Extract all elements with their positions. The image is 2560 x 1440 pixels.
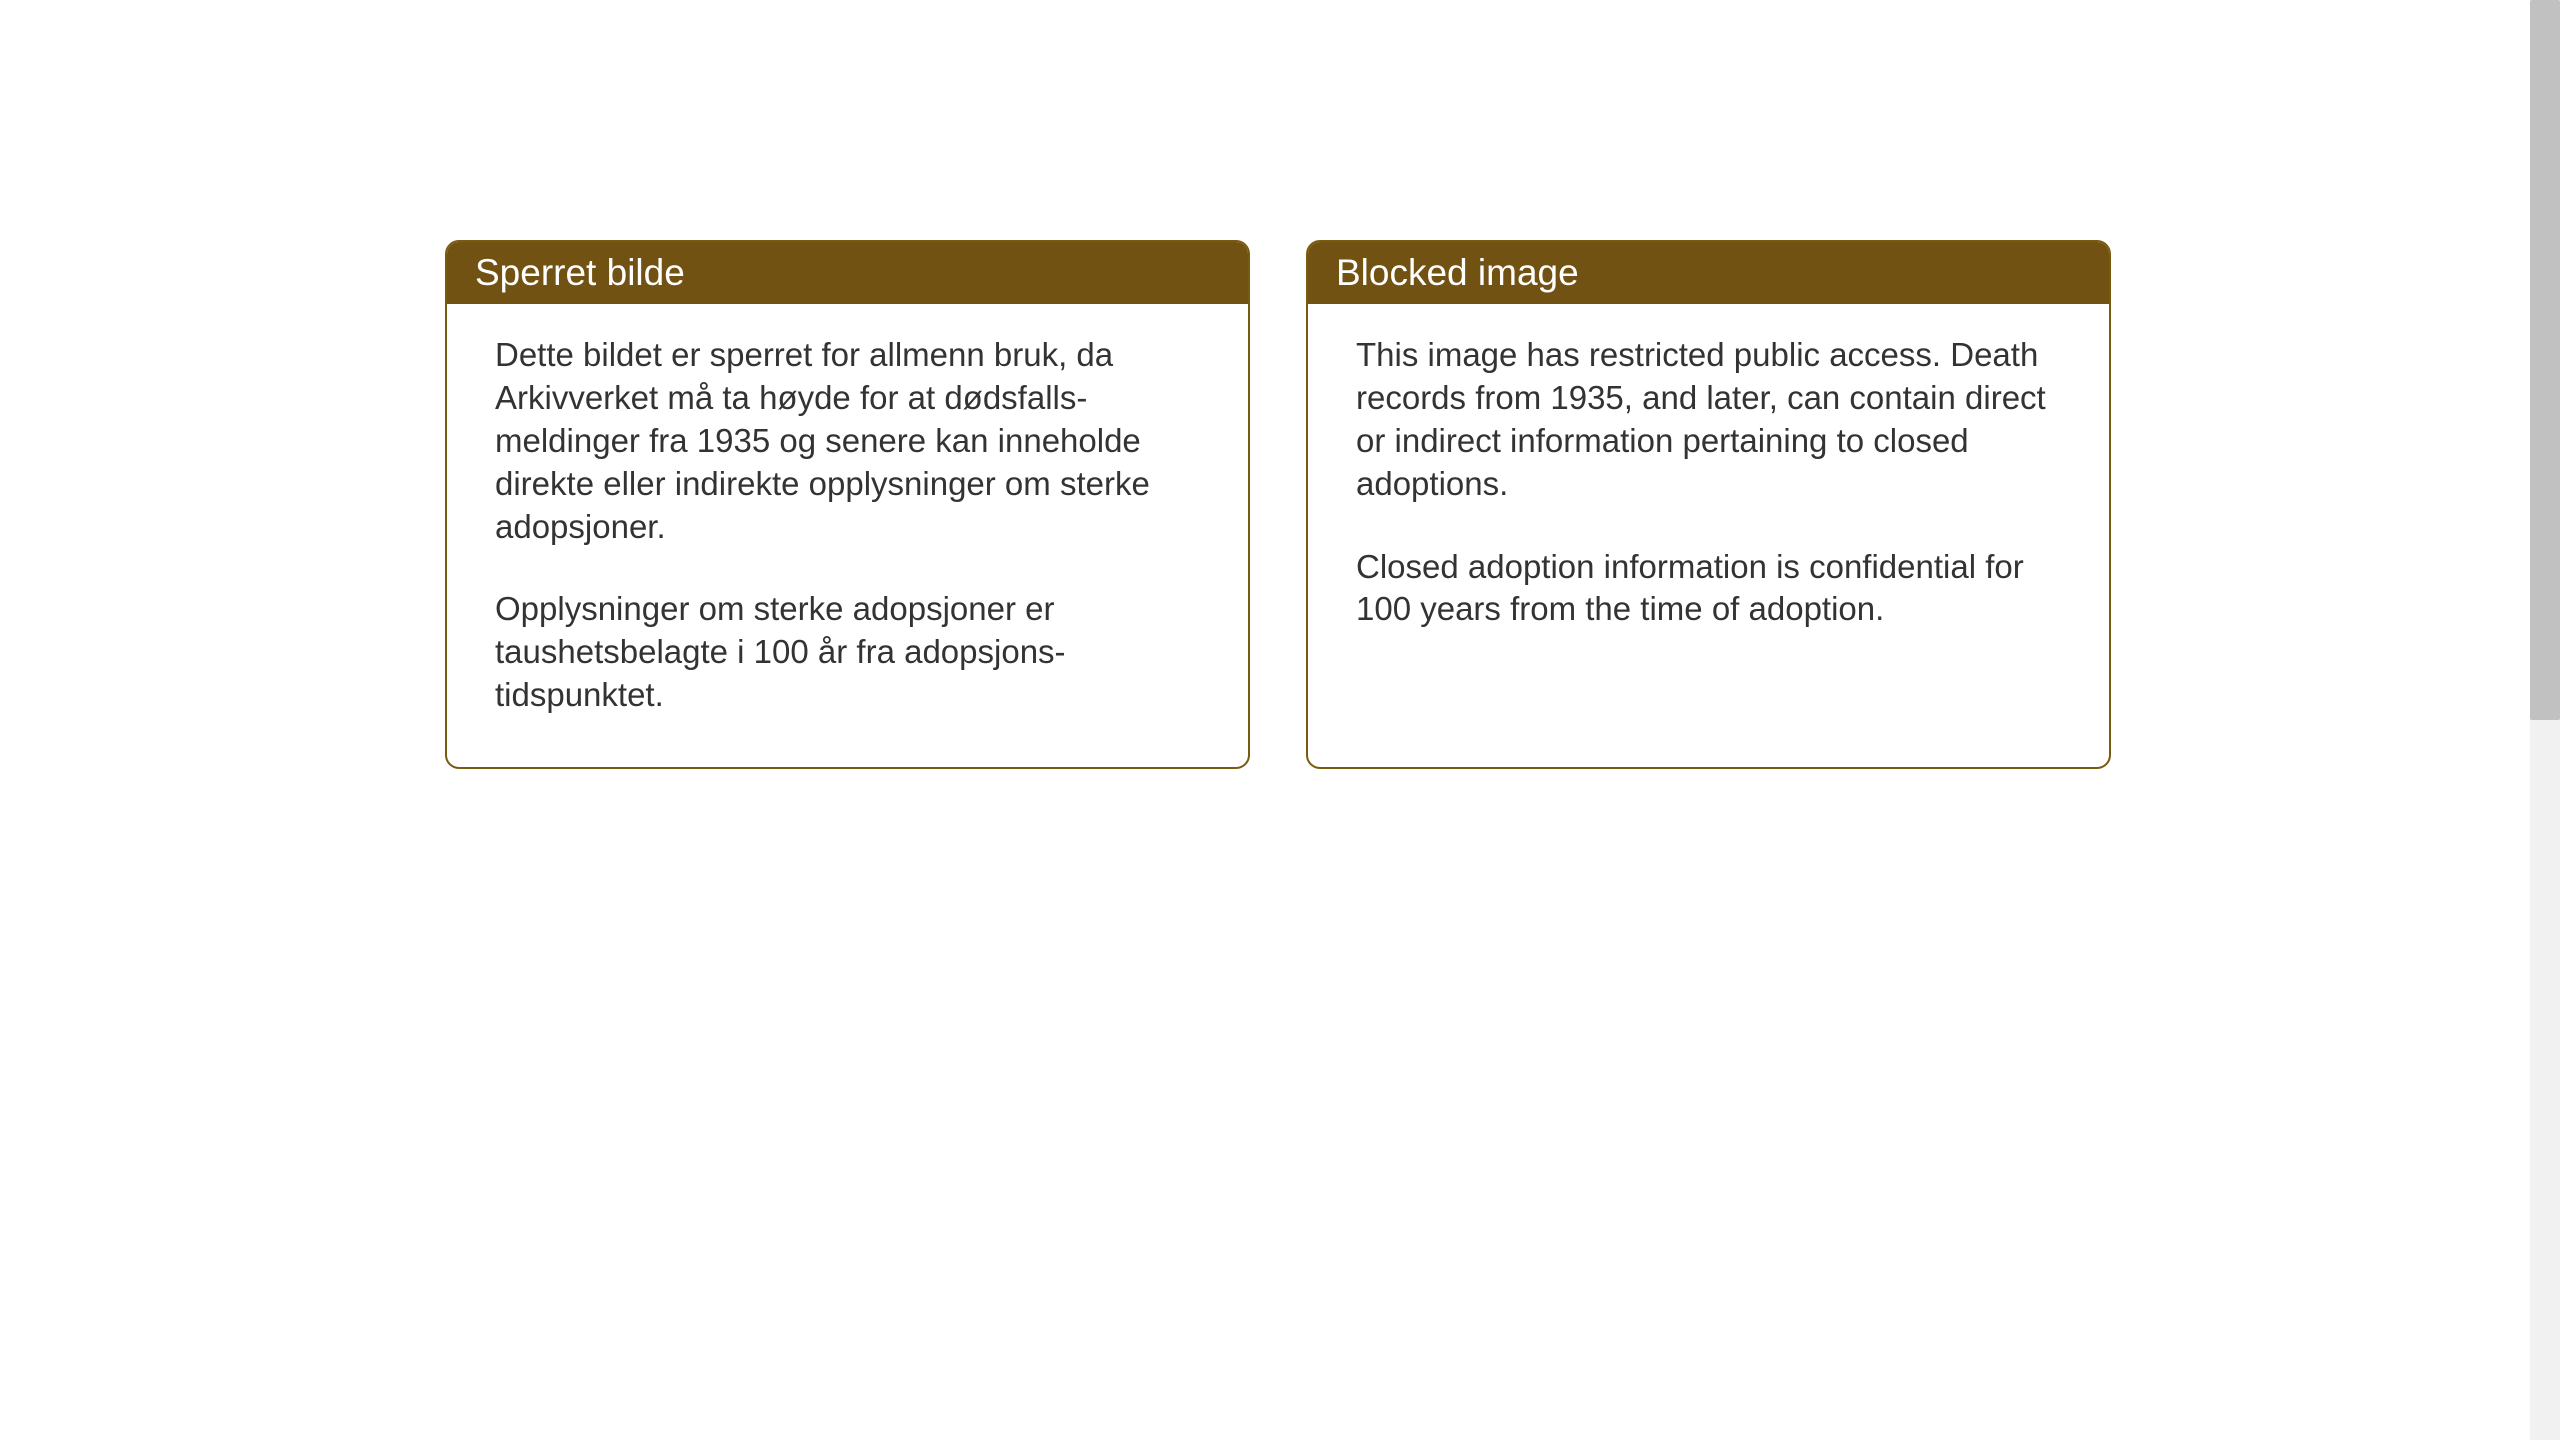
scrollbar-track[interactable] [2530, 0, 2560, 1440]
notice-title-english: Blocked image [1336, 252, 1579, 293]
notice-box-english: Blocked image This image has restricted … [1306, 240, 2111, 769]
notice-paragraph-1-english: This image has restricted public access.… [1356, 334, 2067, 506]
notice-paragraph-2-english: Closed adoption information is confident… [1356, 546, 2067, 632]
notice-box-norwegian: Sperret bilde Dette bildet er sperret fo… [445, 240, 1250, 769]
notice-paragraph-1-norwegian: Dette bildet er sperret for allmenn bruk… [495, 334, 1206, 548]
scrollbar-thumb[interactable] [2530, 0, 2560, 720]
notice-body-english: This image has restricted public access.… [1308, 304, 2109, 681]
notice-body-norwegian: Dette bildet er sperret for allmenn bruk… [447, 304, 1248, 767]
notice-header-norwegian: Sperret bilde [447, 242, 1248, 304]
notice-header-english: Blocked image [1308, 242, 2109, 304]
notice-title-norwegian: Sperret bilde [475, 252, 685, 293]
notice-container: Sperret bilde Dette bildet er sperret fo… [445, 240, 2111, 769]
notice-paragraph-2-norwegian: Opplysninger om sterke adopsjoner er tau… [495, 588, 1206, 717]
